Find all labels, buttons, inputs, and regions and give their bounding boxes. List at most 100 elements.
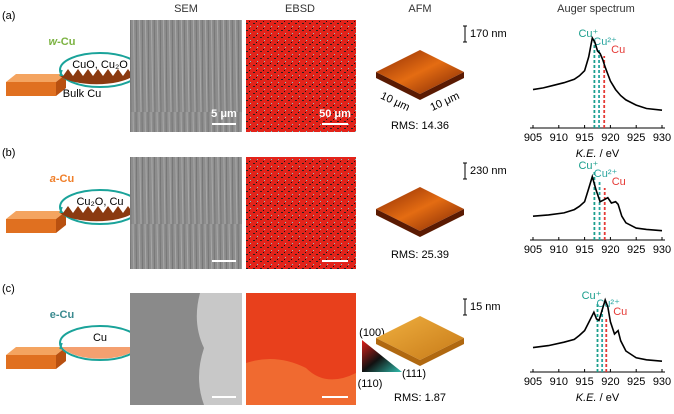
- x-axis-label-italic: K.E.: [576, 148, 597, 160]
- rms-label: RMS: 1.87: [394, 392, 446, 404]
- peak-label: Cu: [612, 176, 626, 188]
- afm-edge: [376, 338, 464, 366]
- ebsd-image: [246, 20, 356, 132]
- column-header: SEM: [174, 3, 198, 15]
- panel-label: (b): [2, 147, 15, 159]
- x-tick-label: 905: [524, 132, 542, 144]
- ebsd-legend-label: (110): [358, 378, 383, 390]
- rms-label: RMS: 14.36: [391, 120, 449, 132]
- afm-surface: [376, 187, 464, 231]
- x-tick-label: 920: [601, 132, 619, 144]
- x-tick-label: 930: [653, 132, 671, 144]
- panel-label: (c): [2, 283, 15, 295]
- sem-image: [130, 157, 242, 269]
- sample-name: a-Cu: [50, 173, 74, 185]
- spectrum-line: [532, 35, 663, 111]
- peak-label: Cu: [611, 44, 625, 56]
- schematic-pointer: [59, 342, 63, 350]
- afm-axis-label: 10 μm: [428, 90, 461, 114]
- sem-image: [130, 20, 242, 132]
- sample-name: w-Cu: [49, 36, 76, 48]
- afm-surface: [376, 316, 464, 360]
- x-axis-label: K.E. / eV: [576, 148, 620, 160]
- schematic-block: [6, 347, 66, 355]
- scale-label: 5 μm: [211, 108, 237, 120]
- schematic-block-front: [6, 219, 56, 233]
- x-tick-label: 910: [550, 132, 568, 144]
- x-tick-label: 905: [524, 244, 542, 256]
- sample-rest: -Cu: [56, 173, 74, 185]
- afm-scale: [463, 25, 467, 43]
- x-tick-label: 925: [627, 132, 645, 144]
- x-tick-label: 920: [601, 376, 619, 388]
- x-tick-label: 910: [550, 376, 568, 388]
- sample-letter: w: [49, 36, 59, 48]
- schematic-label: Cu₂O, Cu: [76, 196, 123, 208]
- schematic-layer: [60, 69, 133, 85]
- x-tick-label: 930: [653, 244, 671, 256]
- ebsd-image: [246, 157, 356, 269]
- panel-label: (a): [2, 10, 15, 22]
- sample-rest: -Cu: [56, 309, 74, 321]
- x-tick-label: 920: [601, 244, 619, 256]
- x-tick-label: 930: [653, 376, 671, 388]
- schematic-block-front: [6, 82, 56, 96]
- peak-label: Cu⁺: [582, 290, 602, 302]
- column-header: Auger spectrum: [557, 3, 635, 15]
- schematic-block-side: [56, 74, 66, 96]
- schematic-pointer: [59, 69, 63, 77]
- x-axis-label-rest: / eV: [597, 392, 620, 404]
- schematic-label: Cu: [93, 332, 107, 344]
- schematic-layer: [60, 206, 133, 222]
- x-tick-label: 915: [575, 132, 593, 144]
- peak-label: Cu⁺: [578, 160, 598, 172]
- sample-name: e-Cu: [50, 309, 74, 321]
- peak-label: Cu²⁺: [594, 168, 618, 180]
- spectrum-line: [532, 173, 663, 232]
- rms-label: RMS: 25.39: [391, 249, 449, 261]
- x-tick-label: 910: [550, 244, 568, 256]
- sem-image-dark: [130, 293, 204, 405]
- x-axis-label-italic: K.E.: [576, 392, 597, 404]
- afm-scale: [463, 298, 467, 316]
- afm-surface: [376, 50, 464, 94]
- schematic-block-side: [56, 211, 66, 233]
- x-tick-label: 925: [627, 376, 645, 388]
- afm-edge: [376, 209, 464, 237]
- ebsd-grain: [246, 359, 356, 405]
- sample-rest: -Cu: [57, 36, 75, 48]
- afm-edge: [376, 72, 464, 100]
- scale-label: 50 μm: [319, 108, 351, 120]
- peak-label: Cu: [613, 306, 627, 318]
- x-tick-label: 905: [524, 376, 542, 388]
- schematic-block-front: [6, 355, 56, 369]
- ebsd-legend-label: (100): [359, 327, 385, 339]
- afm-height: 230 nm: [470, 165, 507, 177]
- column-header: AFM: [408, 3, 431, 15]
- schematic-block: [6, 211, 66, 219]
- x-axis-label: K.E. / eV: [576, 392, 620, 404]
- afm-axis-label: 10 μm: [379, 90, 412, 114]
- x-axis-label-rest: / eV: [597, 148, 620, 160]
- schematic-label: Bulk Cu: [63, 88, 102, 100]
- x-tick-label: 915: [575, 244, 593, 256]
- schematic-layer: [62, 347, 138, 359]
- ebsd-legend-label: (111): [402, 368, 426, 380]
- x-tick-label: 925: [627, 244, 645, 256]
- ebsd-legend-triangle: [362, 340, 402, 372]
- column-header: EBSD: [285, 3, 315, 15]
- peak-label: Cu⁺: [578, 28, 598, 40]
- schematic-block: [6, 74, 66, 82]
- schematic-label: CuO, Cu₂O: [72, 59, 128, 71]
- schematic-pointer: [59, 206, 63, 214]
- sample-letter: e: [50, 309, 56, 321]
- schematic-block-side: [56, 347, 66, 369]
- afm-height: 170 nm: [470, 28, 507, 40]
- peak-label: Cu²⁺: [593, 36, 617, 48]
- sample-letter: a: [50, 173, 56, 185]
- x-tick-label: 915: [575, 376, 593, 388]
- afm-scale: [463, 162, 467, 180]
- spectrum-line: [532, 297, 663, 362]
- afm-height: 15 nm: [470, 301, 501, 313]
